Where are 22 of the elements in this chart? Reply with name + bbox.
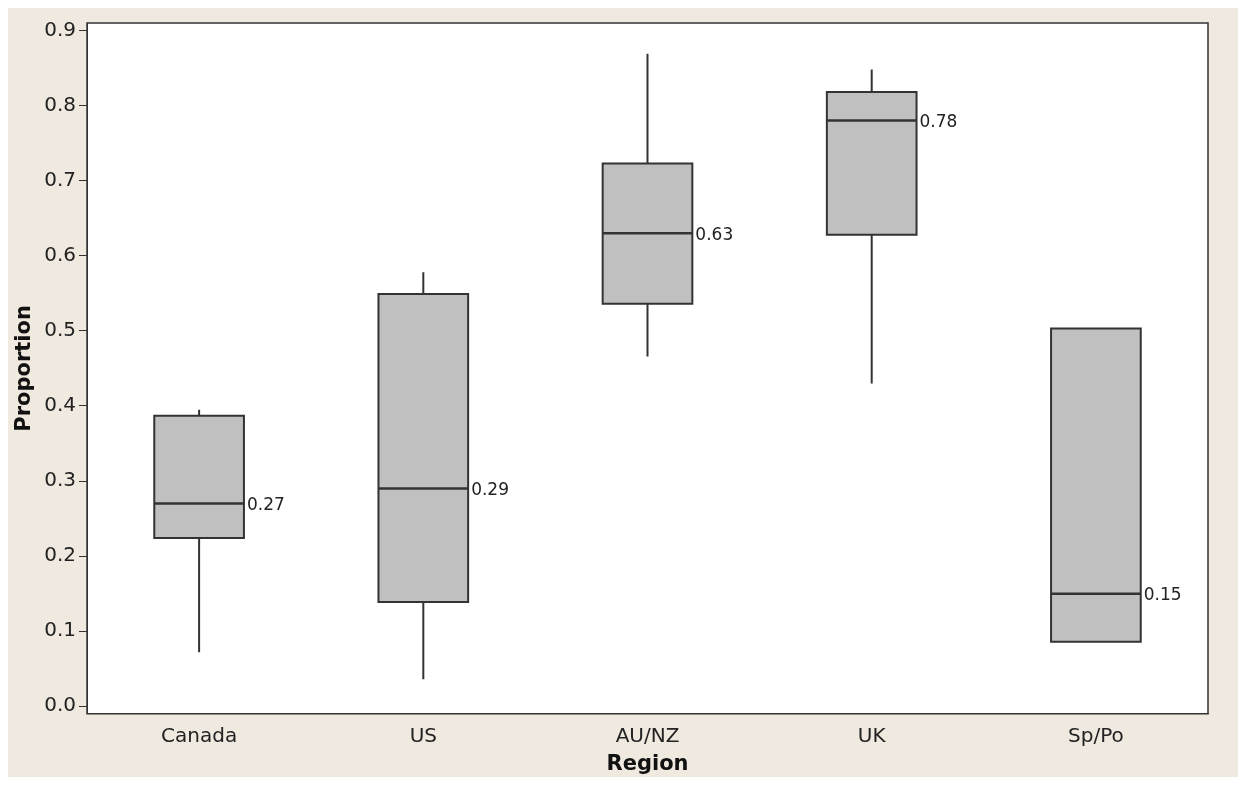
annotation: 0.63: [695, 223, 734, 244]
x-tick-label: Sp/Po: [1068, 723, 1124, 747]
annotation: 0.27: [246, 493, 285, 514]
y-axis-title: Proportion: [11, 305, 36, 432]
x-tick-label: UK: [857, 723, 887, 747]
y-tick-label: 0.5: [44, 317, 77, 342]
y-tick-label: 0.2: [44, 542, 77, 567]
y-tick-label: 0.8: [44, 91, 77, 116]
y-tick-label: 0.1: [44, 617, 77, 642]
annotation: 0.15: [1143, 584, 1182, 605]
annotation: 0.29: [471, 478, 509, 499]
y-tick-label: 0.6: [44, 241, 77, 266]
x-axis-title: Region: [606, 750, 689, 775]
x-tick-label: Canada: [161, 723, 238, 747]
x-tick-label: AU/NZ: [615, 723, 680, 747]
annotation: 0.78: [919, 111, 958, 132]
y-tick-label: 0.0: [44, 692, 77, 717]
y-tick-label: 0.4: [44, 392, 77, 417]
y-tick-label: 0.3: [44, 467, 77, 492]
y-tick-label: 0.9: [44, 16, 77, 41]
x-tick-label: US: [409, 723, 437, 747]
y-tick-label: 0.7: [44, 166, 77, 191]
